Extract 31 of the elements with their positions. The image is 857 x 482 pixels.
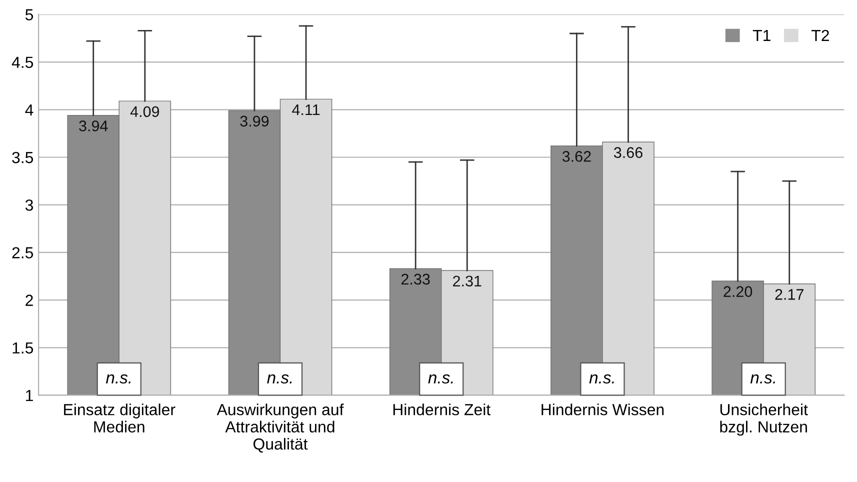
x-tick-label: Unsicherheit bzgl. Nutzen [720,404,808,436]
data-label: 2.33 [401,274,430,285]
data-label: 4.11 [292,104,320,116]
data-label: 2.17 [775,289,804,300]
x-tick-label: Auswirkungen auf Attraktivität und Qualität [216,404,344,453]
data-label: 3.62 [562,150,591,162]
legend-label: T2 [811,30,829,41]
annotation: n.s. [750,374,775,384]
y-tick-label: 3.5 [12,152,34,164]
y-tick-label: 4.5 [12,56,34,68]
data-label: 3.66 [614,147,642,158]
y-tick-label: 1 [26,390,33,402]
data-label: 3.99 [240,116,269,127]
y-tick-label: 5 [25,9,34,20]
data-label: 2.31 [453,276,482,287]
data-label: 3.94 [79,120,108,132]
y-tick-label: 4 [25,104,34,116]
y-tick-label: 2.5 [12,247,34,258]
data-label: 4.09 [130,106,160,118]
annotation: n.s. [428,374,453,384]
x-tick-label: Hindernis Zeit [393,404,491,416]
y-tick-label: 3 [25,199,34,211]
y-tick-label: 1.5 [12,342,34,354]
y-tick-label: 2 [26,294,33,306]
annotation: n.s. [589,374,614,384]
data-label: 2.20 [724,286,752,297]
x-tick-label: Hindernis Wissen [542,404,664,416]
legend-label: T1 [752,30,770,41]
annotation: n.s. [106,374,131,384]
x-tick-label: Einsatz digitaler Medien [64,404,176,433]
annotation: n.s. [267,374,292,384]
